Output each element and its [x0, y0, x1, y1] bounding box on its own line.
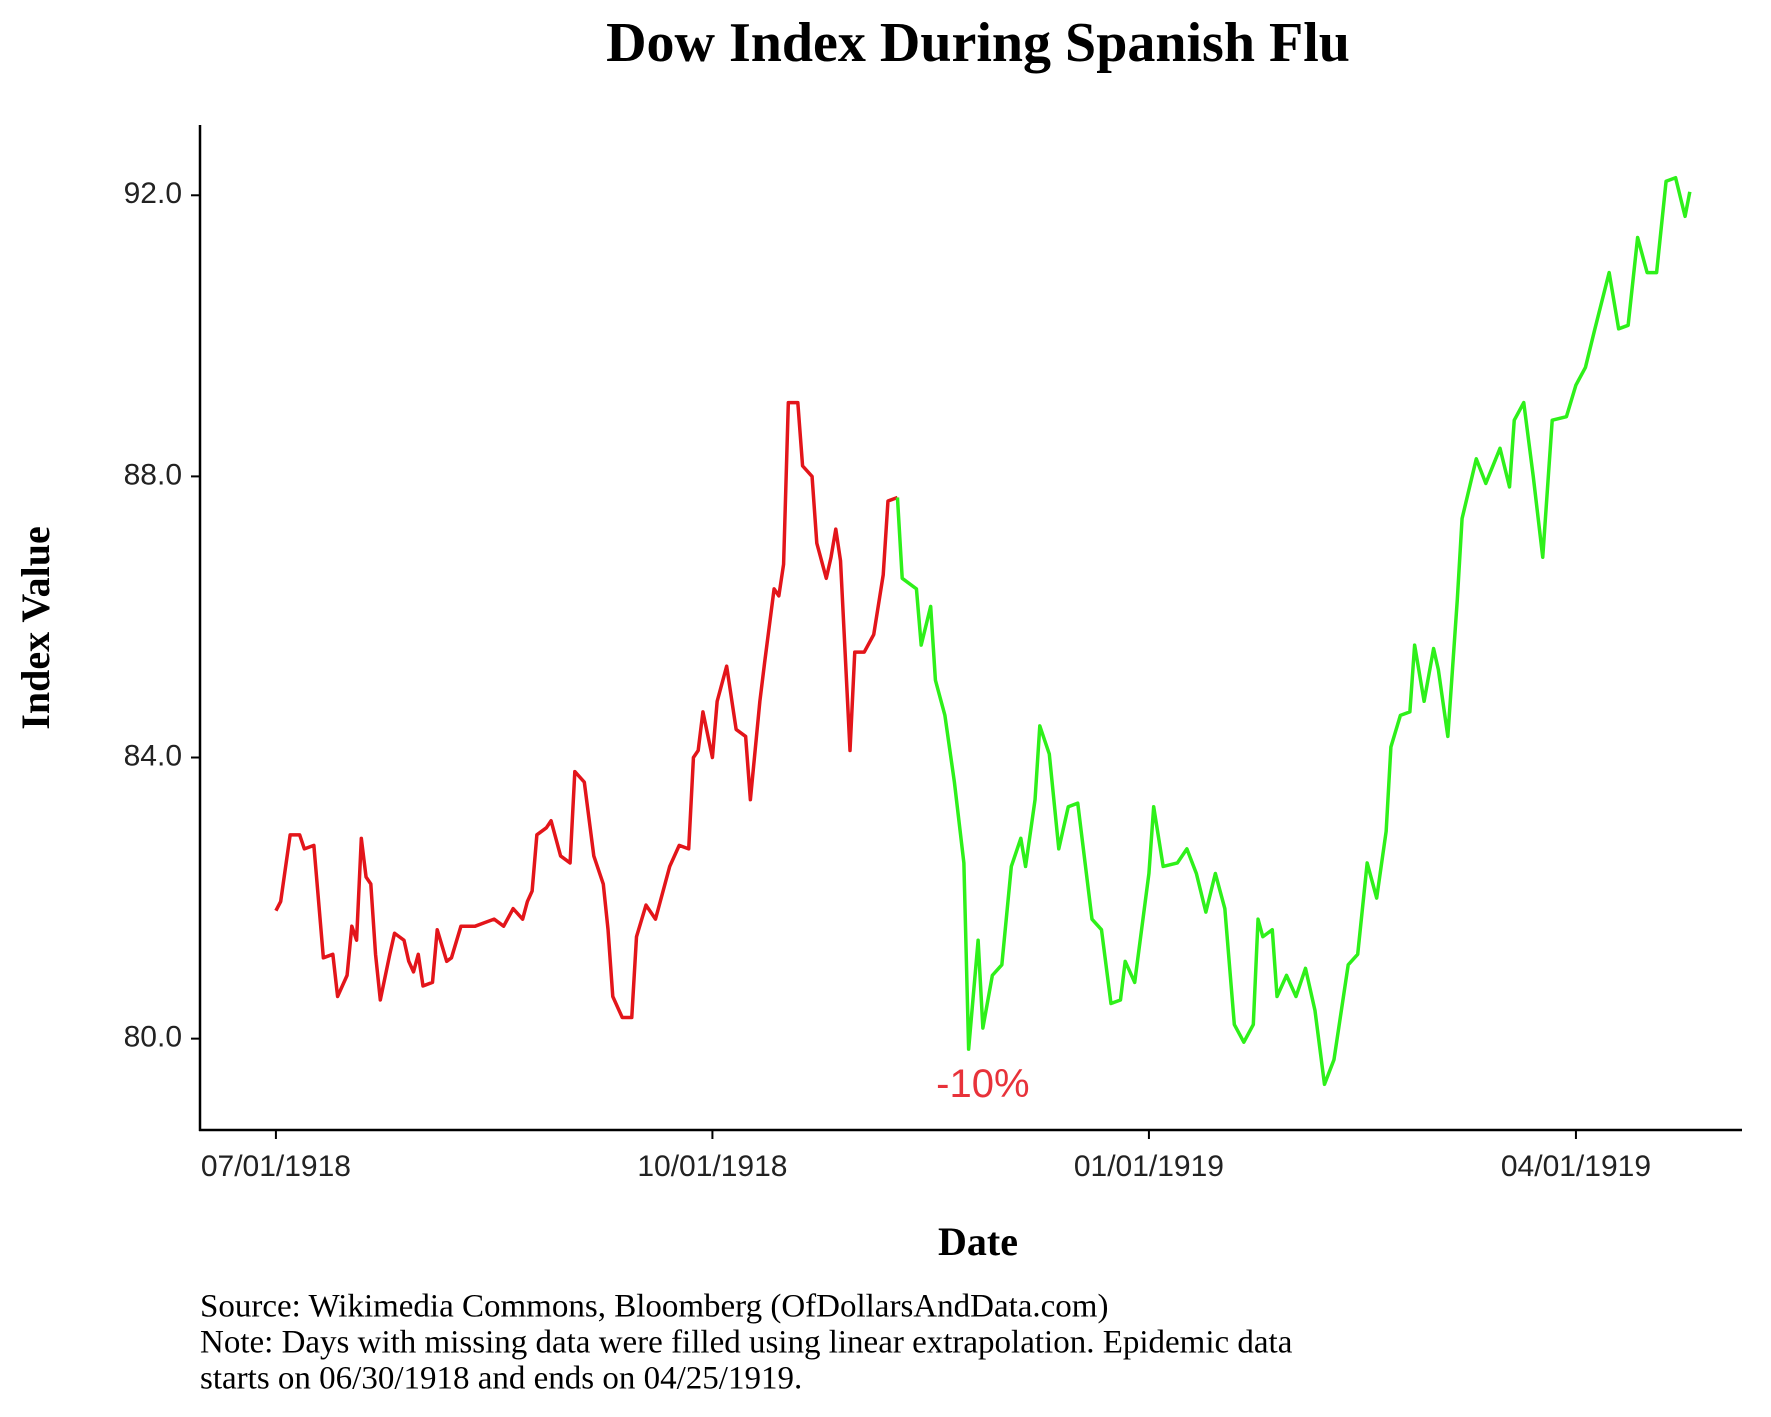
caption-line: Source: Wikimedia Commons, Bloomberg (Of…: [200, 1289, 1108, 1325]
x-axis-label: Date: [938, 1219, 1018, 1264]
caption-line: Note: Days with missing data were filled…: [200, 1325, 1293, 1361]
y-tick-label: 80.0: [124, 1021, 182, 1054]
y-tick-label: 84.0: [124, 739, 182, 772]
x-tick-label: 04/01/1919: [1501, 1150, 1651, 1183]
x-tick-label: 07/01/1918: [201, 1150, 351, 1183]
caption-line: starts on 06/30/1918 and ends on 04/25/1…: [200, 1361, 802, 1397]
series-line: [274, 400, 899, 1020]
x-tick-label: 01/01/1919: [1074, 1150, 1224, 1183]
x-tick-label: 10/01/1918: [637, 1150, 787, 1183]
y-tick-label: 92.0: [124, 177, 182, 210]
series-line: [895, 175, 1692, 1087]
annotation: -10%: [936, 1062, 1029, 1106]
y-tick-label: 88.0: [124, 458, 182, 491]
chart-title: Dow Index During Spanish Flu: [606, 12, 1350, 74]
y-axis-label: Index Value: [13, 526, 58, 729]
